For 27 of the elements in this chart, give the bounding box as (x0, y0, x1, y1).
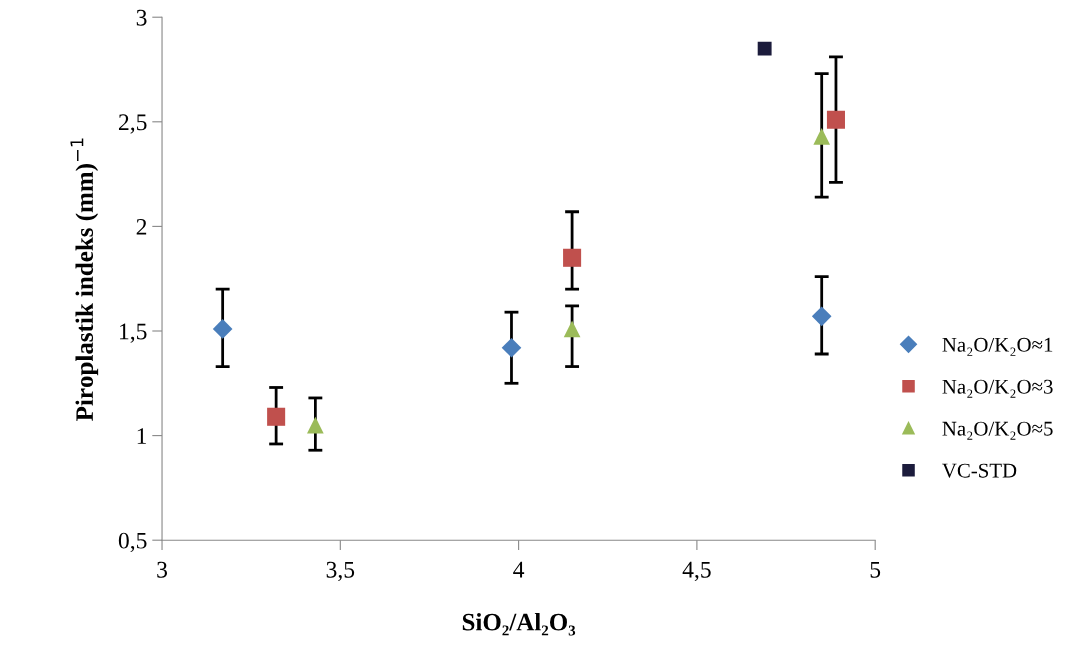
x-tick-label: 3,5 (326, 561, 355, 582)
y-tick-label: 3 (136, 9, 147, 26)
x-axis-title: SiO₂/Al₂O₃ (462, 612, 576, 636)
x-tick-label: 4 (513, 561, 525, 578)
legend-label: Na₂O/K₂O≈5 (942, 421, 1053, 440)
y-tick-label: 0,5 (118, 532, 147, 553)
y-tick-label: 2 (136, 218, 147, 235)
point (757, 41, 772, 56)
x-tick-label: 5 (870, 561, 881, 578)
point (811, 306, 832, 327)
point (212, 319, 233, 339)
y-tick-label: 1 (137, 428, 147, 444)
point (563, 248, 582, 267)
x-tick-label: 4,5 (682, 561, 711, 582)
y-axis-title: Piroplastik indeks (mm)$^{−1}$ (70, 138, 99, 421)
point (501, 337, 522, 358)
point (267, 407, 286, 426)
point (813, 128, 831, 145)
point (307, 416, 324, 434)
y-tick-label: 2,5 (118, 114, 147, 134)
x-tick-label: 3 (157, 561, 168, 578)
point (826, 110, 845, 129)
legend-label: Na₂O/K₂O≈3 (942, 379, 1053, 398)
legend-label: Na₂O/K₂O≈1 (942, 337, 1053, 356)
legend-label: VC-STD (942, 463, 1017, 478)
point (563, 320, 581, 338)
y-tick-label: 1,5 (120, 323, 147, 343)
